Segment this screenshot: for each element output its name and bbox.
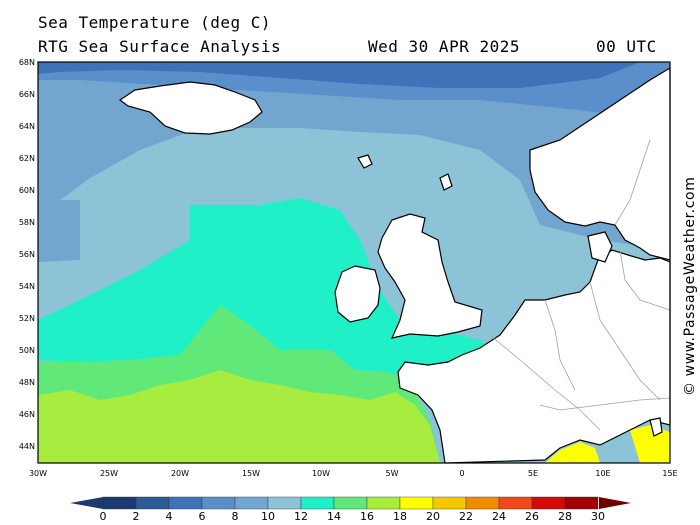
colorbar: 0 2 4 6 8 10 12 14 16 18 20 22 24 26 28 …	[70, 496, 631, 523]
lon-label: 5W	[386, 469, 399, 478]
lat-label: 68N	[19, 58, 35, 67]
map-title: Sea Temperature (deg C)	[38, 13, 272, 32]
lat-label: 66N	[19, 90, 35, 99]
colorbar-swatch	[465, 496, 500, 510]
colorbar-labels: 0 2 4 6 8 10 12 14 16 18 20 22 24 26 28 …	[100, 510, 606, 523]
colorbar-label: 12	[294, 510, 308, 523]
land-ireland	[334, 265, 381, 323]
lon-label: 30W	[29, 469, 47, 478]
lon-label: 0	[459, 469, 464, 478]
colorbar-swatch	[102, 496, 137, 510]
lat-label: 64N	[19, 122, 35, 131]
colorbar-swatch	[300, 496, 335, 510]
colorbar-label: 14	[327, 510, 341, 523]
land-corsica	[649, 417, 663, 437]
colorbar-label: 16	[360, 510, 374, 523]
colorbar-label: 22	[459, 510, 473, 523]
colorbar-swatch	[564, 496, 599, 510]
sea-band-2-4	[38, 62, 640, 88]
credit-text: © www.PassageWeather.com	[682, 177, 698, 396]
colorbar-swatches	[102, 496, 599, 510]
colorbar-swatch	[432, 496, 467, 510]
sea-band-18-mediterranean	[545, 425, 670, 463]
lon-label: 5E	[528, 469, 538, 478]
lon-label: 10E	[595, 469, 610, 478]
colorbar-label: 2	[133, 510, 140, 523]
land-faroe	[439, 173, 453, 191]
lat-label: 44N	[19, 442, 35, 451]
lat-label: 62N	[19, 154, 35, 163]
colorbar-label: 26	[525, 510, 539, 523]
colorbar-label: 18	[393, 510, 407, 523]
colorbar-swatch	[333, 496, 368, 510]
lat-label: 52N	[19, 314, 35, 323]
lat-label: 58N	[19, 218, 35, 227]
valid-date: Wed 30 APR 2025	[368, 37, 520, 56]
lon-label: 10W	[312, 469, 330, 478]
lat-label: 48N	[19, 378, 35, 387]
colorbar-swatch	[234, 496, 269, 510]
lat-label: 54N	[19, 282, 35, 291]
colorbar-label: 30	[591, 510, 605, 523]
land-iceland	[118, 81, 263, 135]
colorbar-label: 4	[166, 510, 173, 523]
lon-label: 15E	[662, 469, 677, 478]
longitude-axis: 30W 25W 20W 15W 10W 5W 0 5E 10E 15E	[29, 469, 678, 478]
colorbar-label: 6	[199, 510, 206, 523]
lat-label: 50N	[19, 346, 35, 355]
colorbar-swatch	[366, 496, 401, 510]
sea-band-16	[38, 370, 440, 463]
land-shetland	[357, 154, 373, 169]
land-great-britain	[377, 213, 483, 339]
land-masses	[118, 66, 671, 464]
lon-label: 20W	[171, 469, 189, 478]
colorbar-low-arrow	[70, 497, 103, 509]
lon-label: 25W	[100, 469, 118, 478]
map-frame	[37, 61, 671, 464]
colorbar-label: 10	[261, 510, 275, 523]
colorbar-label: 8	[232, 510, 239, 523]
country-borders	[489, 139, 671, 431]
map-subtitle: RTG Sea Surface Analysis	[38, 37, 282, 56]
colorbar-swatch	[399, 496, 434, 510]
lon-label: 15W	[242, 469, 260, 478]
land-scandinavia	[529, 66, 671, 261]
colorbar-swatch	[201, 496, 236, 510]
valid-time: 00 UTC	[596, 37, 657, 56]
colorbar-swatch	[267, 496, 302, 510]
lat-label: 60N	[19, 186, 35, 195]
latitude-axis: 68N 66N 64N 62N 60N 58N 56N 54N 52N 50N …	[19, 58, 35, 451]
land-denmark	[587, 231, 613, 263]
colorbar-label: 24	[492, 510, 506, 523]
lat-label: 46N	[19, 410, 35, 419]
colorbar-label: 28	[558, 510, 572, 523]
lat-label: 56N	[19, 250, 35, 259]
colorbar-swatch	[135, 496, 170, 510]
sea-band-12	[38, 198, 500, 380]
colorbar-swatch	[168, 496, 203, 510]
colorbar-label: 0	[100, 510, 107, 523]
colorbar-high-arrow	[599, 497, 631, 509]
colorbar-swatch	[531, 496, 566, 510]
colorbar-swatch	[498, 496, 533, 510]
colorbar-label: 20	[426, 510, 440, 523]
